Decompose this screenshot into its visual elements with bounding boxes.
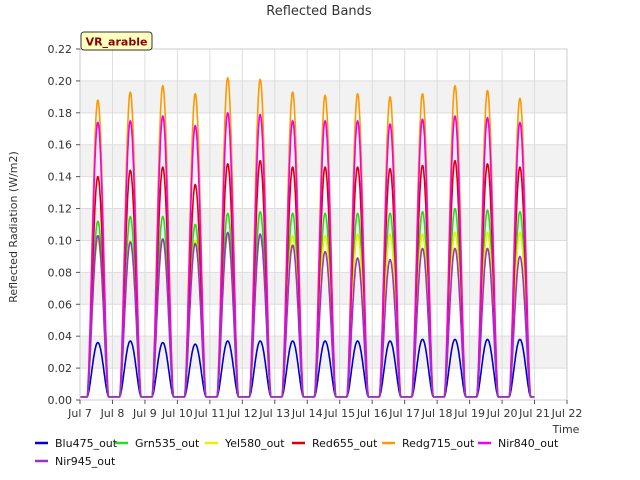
vr-arable-badge: VR_arable bbox=[80, 31, 153, 51]
y-axis-label: Reflected Radiation (W/m2) bbox=[7, 151, 20, 303]
y-tick-label: 0.22 bbox=[48, 43, 73, 56]
x-tick-label: Jul 17 bbox=[388, 407, 420, 420]
chart-title: Reflected Bands bbox=[266, 4, 372, 19]
y-tick-label: 0.06 bbox=[48, 298, 73, 311]
x-axis-label: Time bbox=[552, 423, 580, 436]
x-tick-label: Jul 9 bbox=[132, 407, 157, 420]
y-tick-label: 0.10 bbox=[48, 234, 73, 247]
legend-label: Nir945_out bbox=[55, 455, 116, 468]
x-tick-label: Jul 8 bbox=[100, 407, 125, 420]
x-tick-label: Jul 13 bbox=[258, 407, 290, 420]
legend-label: Redg715_out bbox=[402, 437, 475, 450]
badge-label: VR_arable bbox=[86, 36, 148, 49]
x-tick-label: Jul 11 bbox=[193, 407, 225, 420]
legend-label: Blu475_out bbox=[55, 437, 118, 450]
legend: Blu475_out Grn535_out Yel580_out Red655_out… bbox=[35, 437, 559, 468]
x-tick-label: Jul 12 bbox=[226, 407, 258, 420]
y-tick-label: 0.20 bbox=[48, 75, 73, 88]
x-tick-label: Jul 18 bbox=[421, 407, 453, 420]
legend-label: Red655_out bbox=[312, 437, 378, 450]
x-tick-label: Jul 21 bbox=[518, 407, 550, 420]
x-tick-label: Jul 14 bbox=[291, 407, 323, 420]
x-tick-label: Jul 10 bbox=[161, 407, 193, 420]
legend-label: Yel580_out bbox=[224, 437, 285, 450]
legend-label: Grn535_out bbox=[135, 437, 200, 450]
x-tick-label: Jul 20 bbox=[486, 407, 518, 420]
y-tick-label: 0.02 bbox=[48, 362, 73, 375]
y-tick-label: 0.12 bbox=[48, 203, 73, 216]
x-tick-label: Jul 19 bbox=[453, 407, 485, 420]
plot-frame bbox=[79, 48, 568, 401]
x-tick-label: Jul 15 bbox=[323, 407, 355, 420]
x-tick-label: Jul 22 bbox=[551, 407, 583, 420]
y-tick-label: 0.04 bbox=[48, 330, 73, 343]
legend-label: Nir840_out bbox=[498, 437, 559, 450]
y-tick-label: 0.16 bbox=[48, 139, 73, 152]
x-tick-label: Jul 16 bbox=[356, 407, 388, 420]
x-tick-label: Jul 7 bbox=[67, 407, 92, 420]
y-tick-label: 0.08 bbox=[48, 266, 73, 279]
y-tick-label: 0.00 bbox=[48, 394, 73, 407]
y-tick-label: 0.18 bbox=[48, 107, 73, 120]
series-line-nir945-out bbox=[79, 231, 535, 398]
y-tick-label: 0.14 bbox=[48, 171, 73, 184]
grid-band bbox=[80, 272, 567, 305]
